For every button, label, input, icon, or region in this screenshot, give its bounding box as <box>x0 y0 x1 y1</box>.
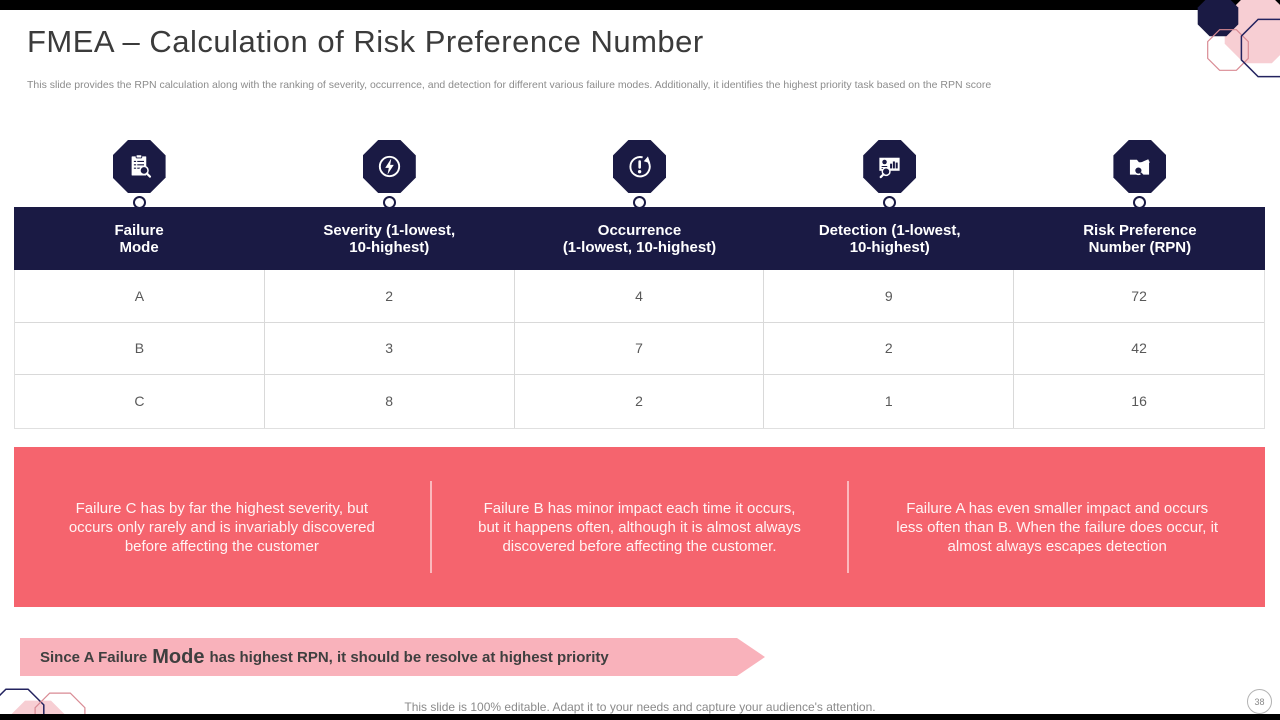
conclusion-prefix: Since A Failure <box>40 648 148 666</box>
conclusion-suffix: has highest RPN, it should be resolve at… <box>209 648 609 666</box>
icon-col-occurrence <box>514 140 764 209</box>
clipboard-search-icon <box>112 140 166 193</box>
header-rpn: Risk Preference Number (RPN) <box>1083 221 1197 256</box>
navy-outline-octagon <box>1240 18 1280 78</box>
top-accent-bar <box>0 0 1280 10</box>
pale-pink-octagon <box>1224 0 1280 64</box>
cell-occurrence: 4 <box>515 270 765 322</box>
rpn-table: Failure Mode Severity (1-lowest, 10-high… <box>14 207 1265 429</box>
cell-rpn: 16 <box>1131 393 1147 410</box>
icon-col-failure-mode <box>14 140 264 209</box>
connector-dot <box>883 196 897 209</box>
header-failure-mode: Failure Mode <box>114 221 164 256</box>
page-number-badge: 38 <box>1247 689 1272 714</box>
lightning-circle-icon <box>362 140 416 193</box>
note-failure-b: Failure B has minor impact each time it … <box>478 499 801 555</box>
cell-rpn: 42 <box>1131 340 1147 357</box>
cell-rpn: 72 <box>1131 287 1147 304</box>
bottom-accent-bar <box>0 714 1280 720</box>
header-occurrence: Occurrence (1-lowest, 10-highest) <box>562 221 717 256</box>
header-severity: Severity (1-lowest, 10-highest) <box>323 221 456 256</box>
header-detection: Detection (1-lowest, 10-highest) <box>818 221 961 256</box>
connector-dot <box>1133 196 1147 209</box>
pink-outline-octagon <box>34 692 86 720</box>
cell-severity: 8 <box>265 375 515 428</box>
icon-col-detection <box>765 140 1015 209</box>
note-failure-c: Failure C has by far the highest severit… <box>68 499 375 555</box>
cell-detection: 2 <box>764 322 1015 374</box>
cell-failure-mode: C <box>15 375 265 428</box>
cell-occurrence: 7 <box>515 322 765 374</box>
table-row: B 3 7 2 42 <box>15 322 1264 375</box>
note-divider <box>429 481 432 573</box>
rpn-table-body: A 2 4 9 72 B 3 7 2 42 C 8 2 1 16 <box>14 270 1265 429</box>
connector-dot <box>132 196 146 209</box>
alert-rotate-icon <box>613 140 666 193</box>
table-row: A 2 4 9 72 <box>15 270 1264 323</box>
footer-note: This slide is 100% editable. Adapt it to… <box>404 700 876 714</box>
column-icons-row <box>14 140 1265 209</box>
cell-severity: 3 <box>265 322 515 374</box>
navy-outline-octagon <box>0 688 45 720</box>
note-failure-a: Failure A has even smaller impact and oc… <box>896 499 1219 555</box>
note-divider <box>847 481 850 573</box>
cell-detection: 9 <box>764 270 1015 322</box>
table-row: C 8 2 1 16 <box>15 375 1264 428</box>
conclusion-arrow-banner: Since A Failure Mode has highest RPN, it… <box>20 638 765 676</box>
pink-outline-octagon <box>1207 29 1249 71</box>
cell-severity: 2 <box>265 270 515 322</box>
decorative-octagons-top-right <box>1180 0 1280 90</box>
presentation-search-icon <box>863 140 917 193</box>
connector-dot <box>633 196 646 209</box>
folder-search-icon <box>1113 140 1167 193</box>
icon-col-severity <box>264 140 514 209</box>
cell-failure-mode: B <box>15 322 265 374</box>
cell-detection: 1 <box>764 375 1015 428</box>
navy-octagon <box>1197 0 1239 37</box>
page-title: FMEA – Calculation of Risk Preference Nu… <box>27 24 704 59</box>
conclusion-highlight: Mode <box>152 645 205 668</box>
icon-col-rpn <box>1015 140 1265 209</box>
cell-occurrence: 2 <box>515 375 765 428</box>
cell-failure-mode: A <box>15 270 265 322</box>
connector-dot <box>382 196 396 209</box>
slide-subtitle: This slide provides the RPN calculation … <box>27 79 992 91</box>
rpn-table-header: Failure Mode Severity (1-lowest, 10-high… <box>14 207 1265 270</box>
notes-panel: Failure C has by far the highest severit… <box>14 447 1265 607</box>
